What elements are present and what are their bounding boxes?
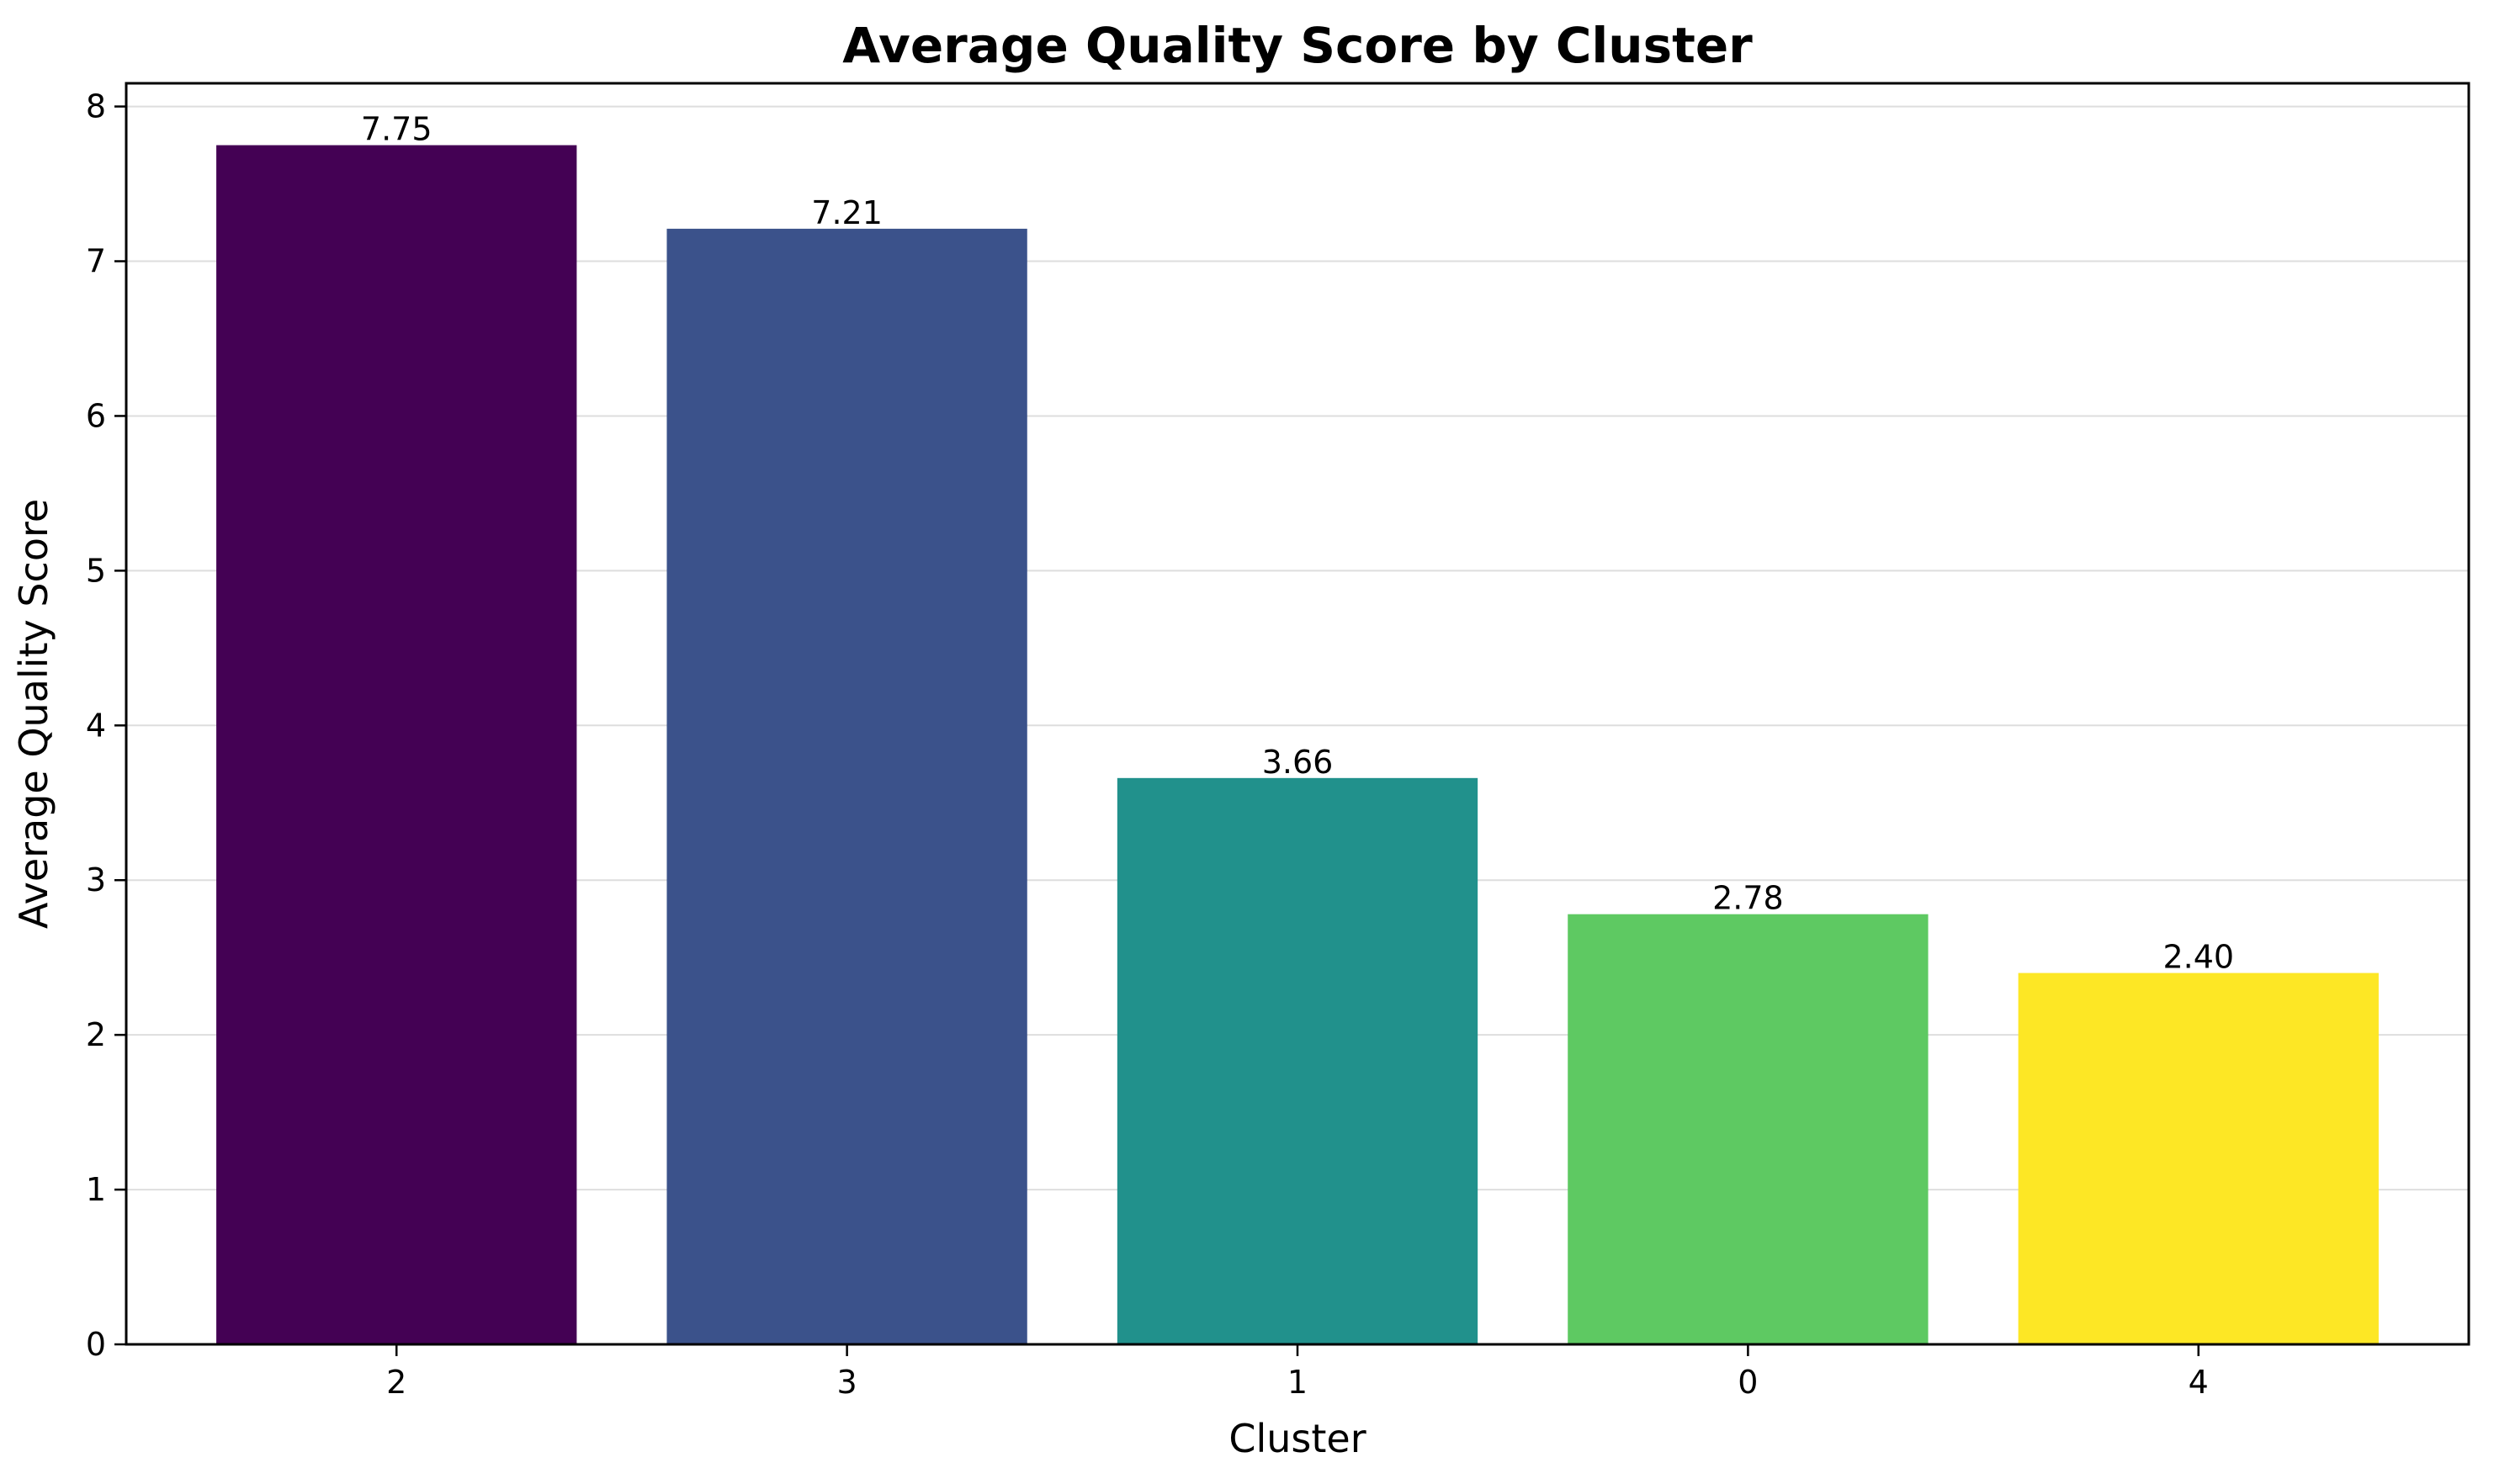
- y-tick-label: 3: [86, 861, 106, 898]
- y-axis-ticks: 0 1 2 3 4 5 6 7 8: [86, 88, 126, 1363]
- y-axis-label: Average Quality Score: [11, 499, 56, 929]
- y-tick-label: 4: [86, 707, 106, 744]
- y-tick-label: 2: [86, 1016, 106, 1053]
- bar-value-label: 2.40: [2162, 939, 2234, 976]
- y-tick-label: 6: [86, 397, 106, 434]
- y-tick-label: 8: [86, 88, 106, 125]
- bar-value-label: 3.66: [1262, 744, 1334, 781]
- x-axis-label: Cluster: [1228, 1416, 1366, 1461]
- x-tick-label: 4: [2189, 1364, 2209, 1401]
- chart-title: Average Quality Score by Cluster: [842, 17, 1753, 74]
- y-tick-label: 7: [86, 243, 106, 280]
- bar-cluster-3: [666, 228, 1027, 1344]
- x-tick-label: 1: [1287, 1364, 1308, 1401]
- bar-value-labels: 7.75 7.21 3.66 2.78 2.40: [361, 111, 2234, 976]
- y-tick-label: 0: [86, 1326, 106, 1363]
- x-tick-label: 0: [1738, 1364, 1758, 1401]
- y-tick-label: 1: [86, 1171, 106, 1208]
- bar-value-label: 7.21: [811, 194, 883, 231]
- bar-cluster-0: [1568, 914, 1929, 1344]
- bar-cluster-1: [1117, 777, 1478, 1344]
- bars: [216, 145, 2379, 1344]
- x-tick-label: 2: [386, 1364, 406, 1401]
- bar-cluster-2: [216, 145, 577, 1344]
- bar-cluster-4: [2018, 973, 2379, 1344]
- bar-value-label: 2.78: [1712, 880, 1784, 917]
- x-tick-label: 3: [837, 1364, 857, 1401]
- bar-value-label: 7.75: [361, 111, 432, 148]
- y-tick-label: 5: [86, 552, 106, 589]
- x-axis-ticks: 2 3 1 0 4: [386, 1344, 2209, 1401]
